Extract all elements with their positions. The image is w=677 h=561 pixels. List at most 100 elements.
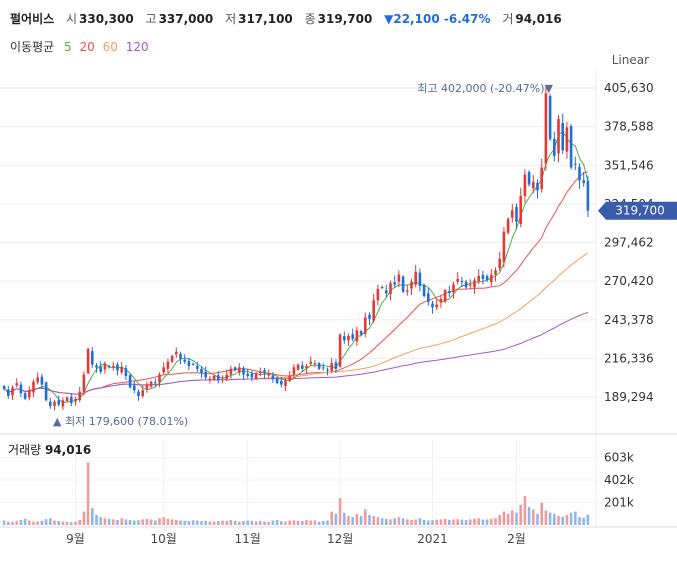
candle-body <box>19 384 23 394</box>
candle-body <box>477 276 481 282</box>
volume-bar <box>527 507 531 525</box>
candle-body <box>515 206 518 222</box>
candle-body <box>153 382 157 384</box>
candle-body <box>149 381 153 387</box>
candle-body <box>216 375 220 381</box>
x-tick-label: 9월 <box>66 532 85 546</box>
moving-average-title: 이동평균 <box>10 40 55 54</box>
volume-bar <box>170 519 174 525</box>
candle-body <box>263 370 266 374</box>
candle-body <box>300 365 304 369</box>
volume-bar <box>271 520 275 525</box>
candle-body <box>418 272 422 287</box>
volume-bar <box>242 521 245 525</box>
candle-body <box>11 387 14 396</box>
x-tick-label: 12월 <box>327 532 353 546</box>
candle-body <box>498 258 502 269</box>
candle-body <box>141 390 145 396</box>
volume-bar <box>561 516 565 525</box>
volume-bar <box>95 514 98 525</box>
candle-body <box>565 127 569 152</box>
volume-bar <box>128 519 132 525</box>
candle-body <box>292 367 296 375</box>
ma-120-label: 120 <box>125 40 149 54</box>
candle-body <box>405 290 409 292</box>
volume-bar <box>111 519 115 525</box>
volume-bar <box>426 520 430 525</box>
candle-body <box>330 363 334 372</box>
ma-20-label: 20 <box>79 40 95 54</box>
volume-bar <box>477 518 481 525</box>
candle-body <box>23 393 27 399</box>
candle-body <box>401 276 405 292</box>
volume-bar <box>195 520 199 525</box>
volume-bar <box>267 521 271 525</box>
volume-bar <box>11 521 14 525</box>
candle-body <box>439 298 443 303</box>
volume-bar <box>65 521 69 525</box>
volume-bar <box>410 519 413 525</box>
volume-bar <box>326 520 329 525</box>
candle-body <box>103 364 107 370</box>
candle-body <box>573 163 577 165</box>
volume-bar <box>74 521 77 525</box>
volume-bar <box>86 462 90 525</box>
stock-header: 펄어비스 시 330,300 고 337,000 저 317,100 종 319,700… <box>10 10 570 27</box>
volume-bar <box>384 518 388 525</box>
volume-bar <box>212 521 216 525</box>
ma-5-label: 5 <box>64 40 72 54</box>
candle-body <box>116 364 119 371</box>
volume-bar <box>397 517 401 525</box>
candle-body <box>384 290 388 294</box>
volume-bar <box>334 513 338 525</box>
candle-body <box>179 354 182 359</box>
candle-body <box>74 398 77 402</box>
volume-bar <box>78 519 82 525</box>
volume-bar <box>376 517 380 525</box>
volume-bar <box>464 519 468 525</box>
candle-body <box>347 336 350 341</box>
volume-label: 거 <box>502 12 514 26</box>
volume-bar <box>309 520 313 525</box>
volume-bar <box>393 518 397 525</box>
stock-name: 펄어비스 <box>10 12 55 26</box>
candle-body <box>489 274 493 283</box>
change-down-icon: ▼ <box>384 12 394 26</box>
candle-body <box>548 96 552 139</box>
volume-panel-title: 거래량 94,016 <box>8 441 91 458</box>
volume-bar <box>372 516 376 525</box>
volume-bar <box>401 518 405 525</box>
volume-bar <box>53 520 56 525</box>
volume-bar <box>132 520 136 525</box>
candle-body <box>53 401 56 406</box>
volume-bar <box>69 522 73 525</box>
candle-body <box>158 374 161 383</box>
volume-bar <box>120 518 124 525</box>
volume-tick-label: 603k <box>604 451 634 465</box>
candle-body <box>233 367 237 371</box>
volume-bar <box>456 519 460 525</box>
candle-body <box>410 281 413 289</box>
candle-body <box>536 182 539 191</box>
volume-bar <box>61 521 65 525</box>
candle-body <box>494 270 497 275</box>
min-annotation: ▲ 최저 179,600 (78.01%) <box>53 415 188 428</box>
volume-bar <box>544 510 548 525</box>
volume-bar <box>452 519 455 525</box>
moving-average-legend[interactable]: 이동평균 5 20 60 120 <box>10 38 153 55</box>
candle-body <box>422 285 426 297</box>
scale-toggle[interactable]: Linear <box>611 53 649 67</box>
volume-bar <box>15 521 19 525</box>
candle-body <box>120 367 124 373</box>
price-tick-label: 189,294 <box>604 390 654 404</box>
volume-bar <box>233 520 237 525</box>
volume-bar <box>431 520 434 525</box>
volume-bar <box>158 518 161 525</box>
volume-bar <box>502 511 506 525</box>
volume-bar <box>582 517 586 525</box>
candle-body <box>561 123 565 151</box>
volume-bar <box>23 518 27 525</box>
candle-body <box>586 180 590 211</box>
volume-bar <box>481 519 485 525</box>
